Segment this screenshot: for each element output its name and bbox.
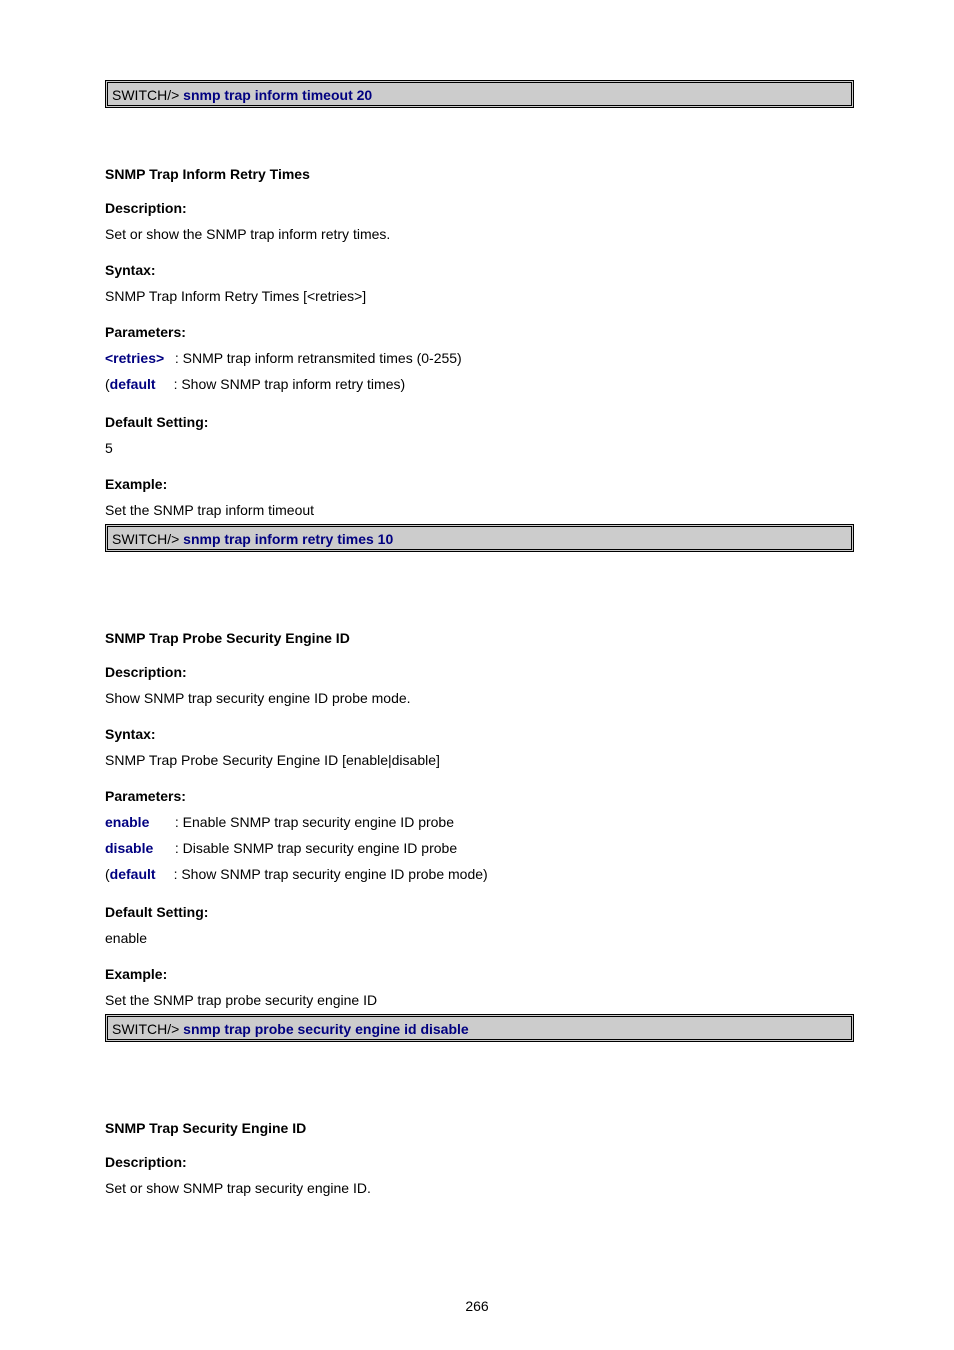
desc-label: Description:	[105, 664, 187, 680]
default-val: enable	[105, 930, 854, 946]
syntax-label: Syntax:	[105, 262, 156, 278]
cmd-text: snmp trap probe security engine id disab…	[179, 1021, 468, 1037]
document-page: SWITCH/> snmp trap inform timeout 20 SNM…	[0, 0, 954, 1350]
page-number: 266	[0, 1298, 954, 1314]
desc-text: Show SNMP trap security engine ID probe …	[105, 690, 854, 706]
param-key: enable	[105, 814, 171, 830]
section-title-3: SNMP Trap Security Engine ID	[105, 1120, 854, 1136]
syntax-label: Syntax:	[105, 726, 156, 742]
desc-text: Set or show the SNMP trap inform retry t…	[105, 226, 854, 242]
command-box-3: SWITCH/> snmp trap probe security engine…	[105, 1014, 854, 1042]
example-label: Example:	[105, 476, 167, 492]
param-key: disable	[105, 840, 171, 856]
cmd-prompt: SWITCH/>	[112, 531, 179, 547]
syntax-text: SNMP Trap Probe Security Engine ID [enab…	[105, 752, 854, 768]
param-default-txt: : Show SNMP trap security engine ID prob…	[174, 866, 488, 882]
example-text: Set the SNMP trap probe security engine …	[105, 992, 854, 1008]
default-label: Default Setting:	[105, 414, 208, 430]
command-box-1: SWITCH/> snmp trap inform timeout 20	[105, 80, 854, 108]
desc-label: Description:	[105, 1154, 187, 1170]
param-default-key: default	[110, 376, 170, 392]
cmd-text: snmp trap inform retry times 10	[179, 531, 393, 547]
default-label: Default Setting:	[105, 904, 208, 920]
example-label: Example:	[105, 966, 167, 982]
syntax-text: SNMP Trap Inform Retry Times [<retries>]	[105, 288, 854, 304]
param-desc: : Enable SNMP trap security engine ID pr…	[175, 814, 454, 830]
params-label: Parameters:	[105, 324, 186, 340]
param-key: <retries>	[105, 350, 171, 366]
params-label: Parameters:	[105, 788, 186, 804]
param-default-txt: : Show SNMP trap inform retry times)	[174, 376, 406, 392]
desc-text: Set or show SNMP trap security engine ID…	[105, 1180, 854, 1196]
cmd-prompt: SWITCH/>	[112, 87, 179, 103]
section-title-1: SNMP Trap Inform Retry Times	[105, 166, 854, 182]
param-default-key: default	[110, 866, 170, 882]
section-title-2: SNMP Trap Probe Security Engine ID	[105, 630, 854, 646]
desc-label: Description:	[105, 200, 187, 216]
param-desc: : Disable SNMP trap security engine ID p…	[175, 840, 457, 856]
example-text: Set the SNMP trap inform timeout	[105, 502, 854, 518]
cmd-prompt: SWITCH/>	[112, 1021, 179, 1037]
command-box-2: SWITCH/> snmp trap inform retry times 10	[105, 524, 854, 552]
cmd-text: snmp trap inform timeout 20	[179, 87, 372, 103]
param-desc: : SNMP trap inform retransmited times (0…	[175, 350, 462, 366]
default-val: 5	[105, 440, 854, 456]
